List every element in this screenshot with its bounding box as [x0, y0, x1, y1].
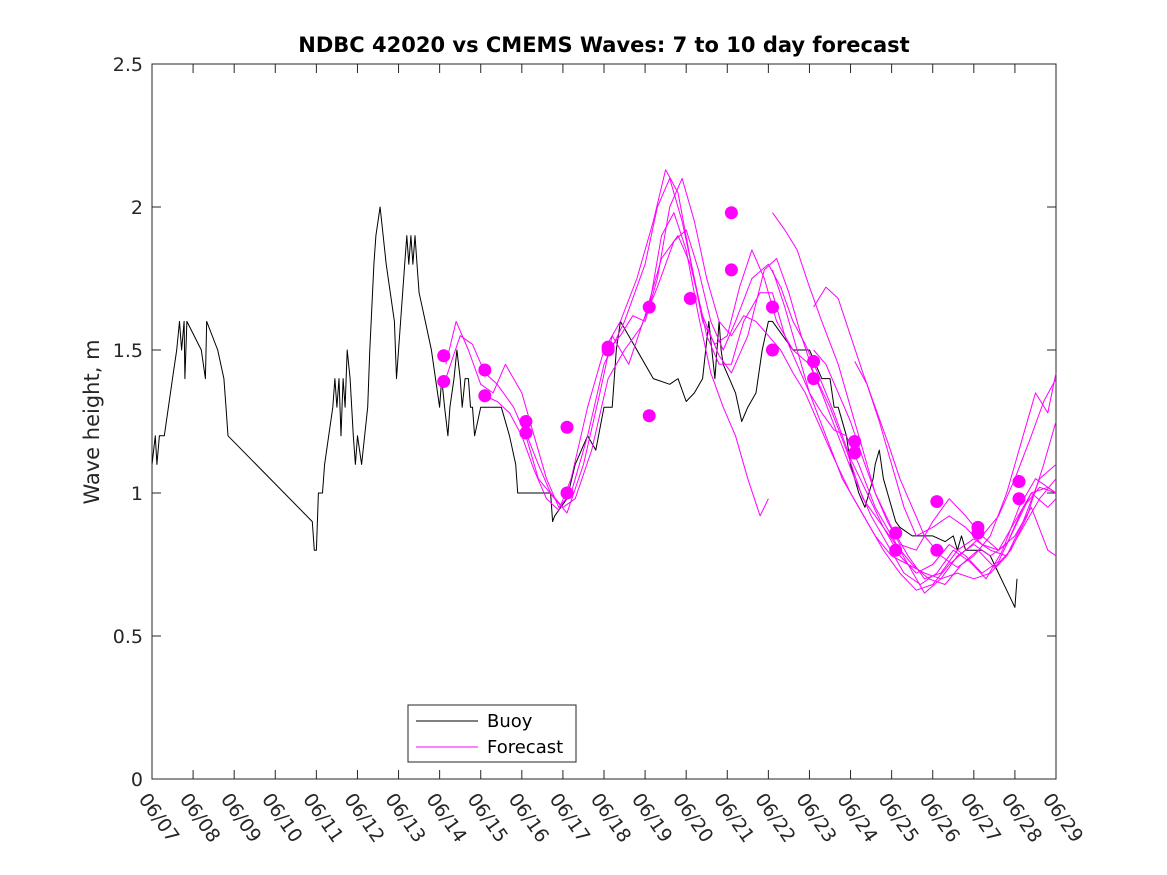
legend-box — [407, 704, 577, 763]
forecast-marker — [478, 389, 492, 403]
y-tick-label: 1.5 — [113, 340, 143, 362]
x-tick-label: 06/08 — [175, 789, 224, 846]
x-tick-label: 06/24 — [832, 789, 881, 846]
forecast-marker — [519, 415, 533, 428]
forecast-marker — [889, 543, 903, 557]
forecast-marker — [889, 526, 903, 540]
legend-buoy-label: Buoy — [487, 711, 533, 732]
forecast-series-line-10 — [813, 349, 1057, 557]
forecast-series-line-1 — [445, 177, 1057, 580]
forecast-marker — [724, 206, 738, 220]
x-tick-label: 06/27 — [956, 789, 1005, 846]
y-tick-label: 2.5 — [113, 54, 143, 76]
forecast-marker — [765, 300, 779, 314]
forecast-marker — [437, 349, 451, 363]
x-tick-label: 06/17 — [545, 789, 594, 846]
x-tick-label: 06/25 — [874, 789, 923, 846]
forecast-marker — [683, 292, 697, 306]
x-tick-label: 06/19 — [627, 789, 676, 846]
buoy-series-line — [151, 206, 1018, 608]
forecast-marker — [848, 446, 862, 460]
x-tick-label: 06/13 — [380, 789, 429, 846]
chart-title: NDBC 42020 vs CMEMS Waves: 7 to 10 day f… — [298, 33, 909, 57]
plot-frame — [151, 63, 1057, 780]
legend-forecast-label: Forecast — [487, 737, 563, 758]
forecast-series-line-7 — [772, 212, 1057, 580]
x-tick-label: 06/14 — [422, 789, 471, 846]
forecast-marker — [807, 354, 821, 368]
legend: Buoy Forecast — [407, 704, 577, 763]
series-layer — [151, 169, 1057, 608]
x-axis: 06/0706/0806/0906/1006/1106/1206/1306/14… — [134, 64, 1087, 847]
forecast-marker — [642, 409, 656, 423]
forecast-marker — [1012, 475, 1026, 489]
forecast-marker — [437, 374, 451, 388]
forecast-marker — [848, 435, 862, 449]
x-tick-label: 06/29 — [1038, 789, 1087, 846]
x-tick-label: 06/26 — [915, 789, 964, 846]
y-axis-label: Wave height, m — [80, 339, 104, 504]
forecast-series-line-4 — [525, 229, 1057, 574]
x-tick-label: 06/10 — [257, 789, 306, 846]
forecast-marker — [807, 372, 821, 386]
y-axis: 0 0.5 1 1.5 2 2.5 — [113, 54, 1056, 791]
forecast-series-line-2 — [445, 235, 1057, 585]
forecast-marker — [971, 526, 985, 540]
forecast-marker — [642, 300, 656, 314]
forecast-marker — [478, 363, 492, 377]
x-tick-label: 06/23 — [791, 789, 840, 846]
x-tick-label: 06/15 — [463, 789, 512, 846]
y-tick-label: 2 — [131, 197, 143, 219]
x-tick-label: 06/20 — [668, 789, 717, 846]
forecast-marker — [930, 543, 944, 557]
forecast-series-line-6 — [648, 212, 769, 517]
y-tick-label: 0.5 — [113, 626, 143, 648]
forecast-series-line-11 — [854, 361, 1057, 551]
forecast-marker — [765, 343, 779, 357]
x-tick-label: 06/11 — [298, 789, 347, 846]
y-tick-label: 0 — [131, 769, 143, 791]
y-tick-label: 1 — [131, 483, 143, 505]
x-tick-label: 06/18 — [586, 789, 635, 846]
x-tick-label: 06/16 — [504, 789, 553, 846]
forecast-marker — [560, 486, 574, 500]
forecast-marker — [560, 420, 574, 434]
forecast-markers — [437, 206, 1026, 557]
x-tick-label: 06/28 — [997, 789, 1046, 846]
forecast-marker — [724, 263, 738, 277]
x-tick-label: 06/09 — [216, 789, 265, 846]
x-tick-label: 06/22 — [750, 789, 799, 846]
x-tick-label: 06/12 — [339, 789, 388, 846]
forecast-marker — [1012, 492, 1026, 506]
x-tick-label: 06/07 — [134, 789, 183, 846]
forecast-marker — [601, 340, 615, 354]
forecast-marker — [519, 426, 533, 440]
x-tick-label: 06/21 — [709, 789, 758, 846]
forecast-marker — [930, 495, 944, 509]
